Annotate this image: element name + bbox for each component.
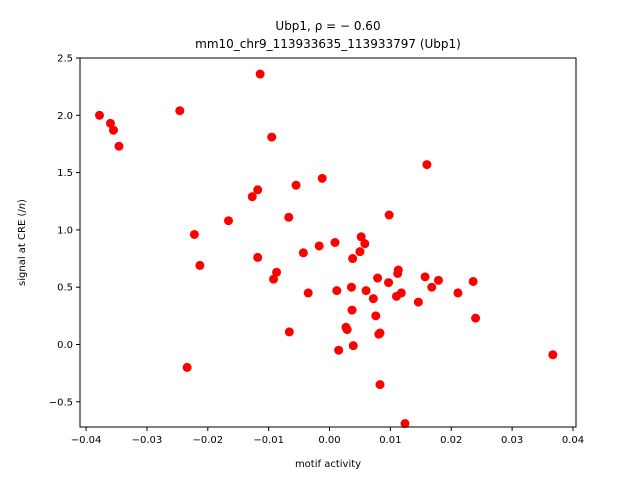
- x-tick-label: 0.04: [562, 435, 584, 446]
- data-point: [453, 288, 463, 298]
- data-point: [303, 288, 313, 298]
- chart-title-line1: Ubp1, ρ = − 0.60: [275, 19, 380, 33]
- x-tick-label: −0.01: [253, 435, 284, 446]
- x-tick-label: 0.00: [318, 435, 340, 446]
- data-point: [94, 110, 104, 120]
- data-point: [347, 305, 357, 315]
- data-point: [361, 286, 371, 296]
- data-point: [195, 260, 205, 270]
- data-point: [375, 380, 385, 390]
- x-tick-label: 0.01: [379, 435, 401, 446]
- data-point: [175, 106, 185, 116]
- data-point: [433, 275, 443, 285]
- data-point: [114, 141, 124, 151]
- data-point: [348, 341, 358, 351]
- data-point: [284, 212, 294, 222]
- data-point: [224, 216, 233, 226]
- data-points: [94, 69, 558, 429]
- x-tick-label: 0.03: [501, 435, 523, 446]
- y-tick-label: 2.0: [57, 111, 73, 122]
- data-point: [368, 294, 378, 304]
- data-point: [334, 345, 344, 355]
- y-tick-label: 0.5: [57, 283, 73, 294]
- data-point: [189, 229, 199, 239]
- data-point: [384, 210, 394, 220]
- x-tick-label: −0.03: [132, 435, 163, 446]
- data-point: [346, 282, 356, 292]
- y-axis-label: signal at CRE (/n): [17, 199, 28, 286]
- data-point: [182, 362, 192, 372]
- x-axis-ticks: −0.04 −0.03 −0.02 −0.01 0.00 0.01 0.02 0.03 0.04: [71, 427, 584, 446]
- data-point: [355, 247, 365, 257]
- data-point: [108, 125, 118, 135]
- y-axis-ticks: −0.5 0.0 0.5 1.0 1.5 2.0 2.5: [49, 54, 80, 408]
- data-point: [375, 328, 385, 338]
- y-tick-label: 1.5: [57, 168, 73, 179]
- data-point: [393, 265, 403, 275]
- data-point: [396, 288, 406, 298]
- data-point: [332, 286, 342, 296]
- data-point: [356, 232, 366, 242]
- data-point: [413, 297, 423, 307]
- y-tick-label: −0.5: [49, 397, 73, 408]
- x-tick-label: 0.02: [440, 435, 462, 446]
- data-point: [420, 272, 430, 282]
- x-axis-label: motif activity: [295, 459, 361, 470]
- data-point: [255, 69, 265, 79]
- data-point: [314, 241, 324, 251]
- chart-title-line2: mm10_chr9_113933635_113933797 (Ubp1): [195, 37, 461, 51]
- data-point: [105, 118, 115, 128]
- data-point: [253, 252, 263, 262]
- data-point: [384, 278, 394, 288]
- y-tick-label: 0.0: [57, 340, 73, 351]
- data-point: [267, 132, 277, 142]
- data-point: [548, 350, 558, 360]
- x-tick-label: −0.04: [71, 435, 102, 446]
- data-point: [400, 419, 410, 429]
- data-point: [471, 313, 481, 323]
- data-point: [373, 273, 383, 283]
- data-point: [317, 173, 327, 183]
- data-point: [272, 267, 282, 277]
- plot-frame: [79, 57, 577, 428]
- data-point: [422, 160, 432, 170]
- data-point: [360, 239, 370, 249]
- data-point: [371, 311, 381, 321]
- data-point: [298, 248, 308, 258]
- data-point: [342, 325, 352, 335]
- data-point: [427, 282, 437, 292]
- y-tick-label: 2.5: [57, 54, 73, 65]
- y-tick-label: 1.0: [57, 225, 73, 236]
- data-point: [330, 238, 340, 247]
- data-point: [348, 254, 358, 264]
- x-tick-label: −0.02: [192, 435, 223, 446]
- data-point: [291, 180, 301, 190]
- data-point: [468, 276, 478, 286]
- data-point: [253, 185, 263, 195]
- data-point: [269, 274, 279, 284]
- data-point: [247, 192, 257, 202]
- data-point: [284, 327, 294, 337]
